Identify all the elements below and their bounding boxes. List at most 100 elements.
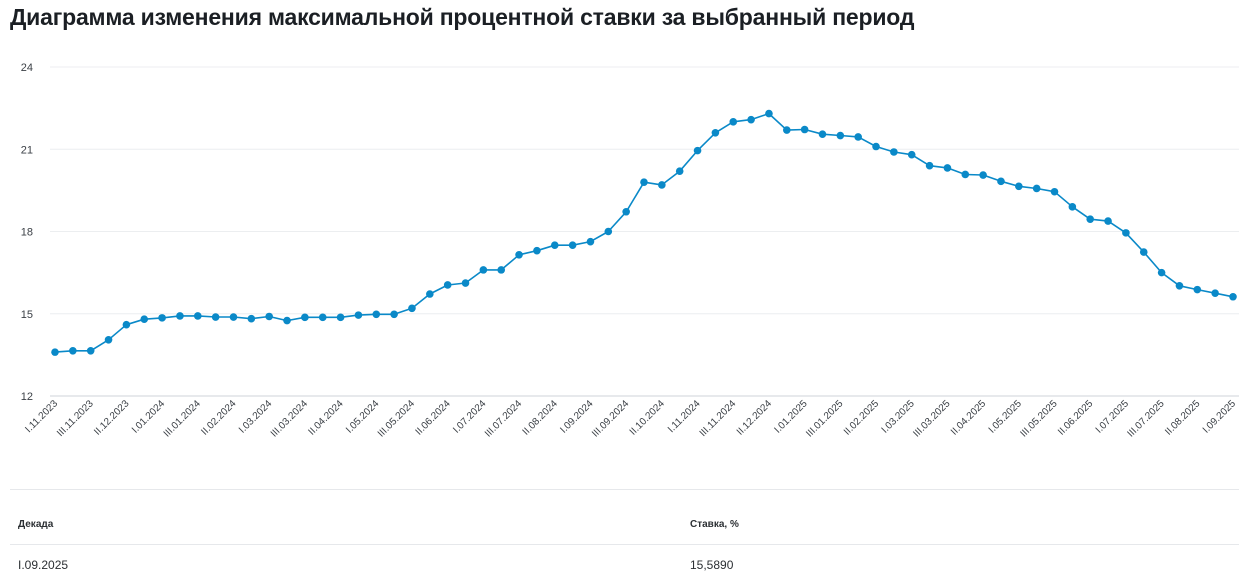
data-point (943, 164, 952, 172)
y-tick-label: 12 (21, 391, 33, 403)
x-tick-label: III.01.2024 (162, 398, 204, 440)
data-point (318, 313, 327, 322)
data-point (961, 170, 970, 179)
data-point (925, 161, 934, 170)
data-point (354, 311, 363, 319)
data-point (782, 126, 791, 134)
data-point (586, 237, 595, 246)
data-point (283, 316, 291, 325)
data-point (1193, 285, 1202, 294)
data-point (872, 142, 880, 151)
x-tick-label: I.03.2024 (237, 398, 275, 436)
y-tick-label: 21 (21, 144, 33, 156)
table-divider (10, 544, 1239, 545)
data-point (604, 227, 613, 236)
x-tick-label: II.04.2024 (306, 398, 346, 438)
x-tick-label: III.07.2024 (483, 398, 525, 440)
data-point (1050, 187, 1059, 196)
data-point (1175, 281, 1184, 290)
table-cell-decade: I.09.2025 (18, 558, 69, 572)
data-point (854, 133, 862, 141)
x-tick-label: II.06.2024 (414, 398, 454, 438)
data-point (158, 314, 166, 322)
data-point (765, 109, 773, 118)
data-point (515, 251, 523, 259)
data-point (1086, 215, 1095, 223)
x-tick-label: III.11.2024 (698, 398, 739, 439)
data-point (675, 167, 684, 175)
x-tick-label: I.01.2024 (130, 398, 168, 436)
data-point (622, 207, 630, 216)
y-tick-label: 15 (21, 309, 33, 321)
data-point (568, 241, 577, 250)
x-tick-label: I.05.2025 (987, 398, 1025, 436)
data-point (1229, 292, 1237, 301)
data-point (818, 130, 827, 138)
data-point (836, 131, 845, 140)
data-point (247, 314, 256, 323)
data-point (497, 266, 506, 274)
x-tick-label: III.03.2025 (911, 398, 953, 440)
x-tick-label: III.01.2025 (804, 398, 846, 440)
data-point (729, 118, 738, 126)
data-point (211, 313, 220, 321)
y-tick-label: 24 (21, 62, 33, 74)
x-tick-label: II.08.2024 (521, 398, 561, 438)
x-tick-label: II.04.2025 (949, 398, 989, 438)
data-point (1068, 203, 1077, 211)
rate-line-chart: 12 15 18 21 24 I.11.2023III.11.2023II.12.2023… (21, 62, 1239, 440)
x-tick-label: III.09.2024 (590, 398, 632, 440)
data-point (1015, 182, 1023, 191)
x-tick-label: III.05.2024 (376, 398, 418, 440)
data-point (550, 241, 559, 250)
data-point (86, 346, 95, 355)
data-point (658, 181, 666, 189)
table-cell-rate: 15,5890 (690, 558, 734, 572)
data-point (747, 115, 755, 124)
x-tick-label: I.05.2024 (344, 398, 382, 436)
data-point (1211, 289, 1219, 297)
data-point (229, 313, 238, 321)
x-tick-label: III.07.2025 (1126, 398, 1168, 440)
x-tick-label: I.01.2025 (772, 398, 810, 436)
x-tick-label: III.11.2023 (55, 398, 96, 439)
data-point (122, 320, 131, 329)
x-tick-label: I.07.2025 (1094, 398, 1132, 436)
data-point (479, 266, 488, 274)
data-point (1032, 184, 1041, 193)
x-tick-label: I.09.2025 (1201, 398, 1239, 436)
data-point (69, 346, 77, 355)
x-tick-label: II.08.2025 (1163, 398, 1203, 438)
data-point (104, 335, 113, 344)
x-tick-label: I.11.2023 (23, 398, 60, 435)
data-point (997, 177, 1005, 186)
data-point (640, 178, 648, 186)
x-tick-label: I.03.2025 (880, 398, 918, 436)
data-point (336, 313, 345, 322)
data-point (890, 148, 898, 156)
x-tick-label: II.02.2024 (199, 398, 239, 438)
x-tick-label: II.12.2023 (92, 398, 132, 438)
data-point (176, 312, 184, 320)
x-tick-label: II.12.2024 (735, 398, 775, 438)
x-tick-label: III.03.2024 (269, 398, 311, 440)
x-tick-label: I.07.2024 (451, 398, 489, 436)
data-point (533, 246, 541, 255)
column-header-decade: Декада (18, 519, 54, 530)
data-point (1139, 248, 1148, 256)
data-point (193, 312, 202, 320)
data-point (693, 146, 702, 155)
data-point (443, 281, 452, 289)
data-point (390, 310, 398, 319)
data-point (1104, 217, 1112, 225)
data-point (426, 290, 434, 298)
data-point (372, 310, 381, 319)
x-tick-label: II.06.2025 (1056, 398, 1096, 438)
data-point (1122, 229, 1130, 237)
data-point (461, 279, 470, 287)
data-point (301, 313, 309, 322)
y-tick-label: 18 (21, 227, 33, 239)
x-tick-label: I.09.2024 (558, 398, 596, 436)
column-header-rate: Ставка, % (690, 519, 739, 530)
data-point (265, 312, 273, 321)
